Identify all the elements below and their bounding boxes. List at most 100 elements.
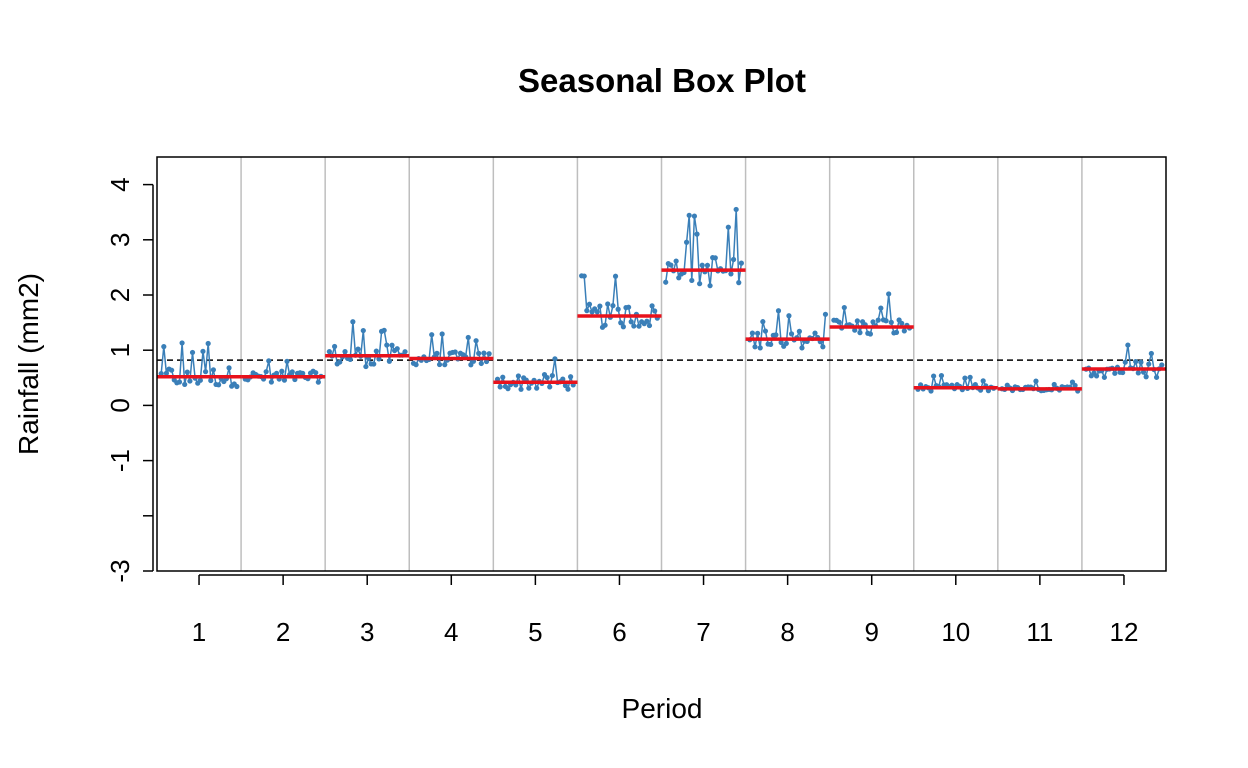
data-point <box>586 301 593 307</box>
data-point <box>274 370 280 376</box>
data-point <box>363 363 369 370</box>
data-point <box>663 279 669 285</box>
data-point <box>697 281 703 287</box>
x-tick-label: 9 <box>864 617 878 647</box>
data-point <box>169 367 175 373</box>
data-point <box>938 372 945 379</box>
data-point <box>636 323 642 329</box>
data-point <box>442 362 448 368</box>
data-point <box>694 231 700 237</box>
x-tick-label: 5 <box>528 617 542 647</box>
data-point <box>901 328 907 334</box>
data-point <box>605 301 611 307</box>
data-point <box>870 319 876 325</box>
data-point <box>518 386 524 392</box>
data-point <box>560 376 566 382</box>
data-point <box>281 377 288 383</box>
data-point <box>565 386 571 392</box>
data-point <box>625 304 632 310</box>
data-point <box>628 319 634 325</box>
data-point <box>505 386 511 392</box>
data-point <box>691 213 698 219</box>
data-point <box>783 340 789 347</box>
data-point <box>373 348 379 354</box>
data-point <box>888 319 894 325</box>
data-point <box>176 379 183 385</box>
data-point <box>725 224 731 230</box>
data-point <box>337 359 343 365</box>
data-point <box>429 332 435 338</box>
data-point <box>326 349 332 355</box>
x-tick-label: 3 <box>360 617 374 647</box>
data-point <box>486 351 492 357</box>
data-point <box>402 349 408 355</box>
data-point <box>610 303 616 309</box>
y-tick-label: 2 <box>105 288 135 302</box>
x-tick-label: 4 <box>444 617 458 647</box>
data-point <box>768 341 774 347</box>
data-point <box>931 373 937 379</box>
data-point <box>1101 374 1107 380</box>
data-point <box>962 375 968 381</box>
data-point <box>161 344 167 350</box>
data-point <box>342 349 348 355</box>
data-point <box>263 369 269 375</box>
period-means-group <box>157 268 1166 391</box>
data-point <box>179 340 185 346</box>
data-point <box>439 331 445 337</box>
data-point <box>1133 359 1139 365</box>
data-point <box>786 313 792 319</box>
data-point <box>313 370 319 376</box>
y-tick-label: 0 <box>105 398 135 412</box>
data-point <box>1146 361 1152 367</box>
data-point <box>413 362 419 368</box>
data-point <box>841 304 847 311</box>
data-point <box>730 256 737 263</box>
data-point <box>476 350 482 356</box>
x-tick-label: 7 <box>696 617 710 647</box>
data-point <box>158 371 164 377</box>
data-point <box>799 345 805 351</box>
data-point <box>967 374 973 380</box>
data-point <box>762 328 769 334</box>
data-point <box>652 308 658 314</box>
data-point <box>854 318 860 324</box>
data-point <box>733 206 739 213</box>
data-point <box>878 305 884 311</box>
data-point <box>683 239 690 245</box>
data-point <box>279 368 285 374</box>
data-point <box>584 308 590 314</box>
plot-frame <box>156 156 1167 572</box>
data-point <box>483 358 490 365</box>
y-axis-label: Rainfall (mm2) <box>13 273 44 455</box>
data-point <box>216 382 222 388</box>
data-point <box>481 350 487 356</box>
y-tick-label: -3 <box>105 559 135 582</box>
data-point <box>226 365 232 371</box>
data-point <box>384 342 390 348</box>
data-point <box>189 349 196 356</box>
data-point <box>857 330 863 336</box>
data-point <box>788 331 795 337</box>
data-point <box>644 318 650 324</box>
data-point <box>1153 374 1160 380</box>
data-point <box>796 328 802 334</box>
data-point <box>928 388 934 394</box>
data-point <box>202 369 209 375</box>
data-point <box>778 339 784 345</box>
data-point <box>284 358 290 364</box>
data-point <box>300 370 306 376</box>
data-point <box>544 374 550 381</box>
data-point <box>755 330 761 336</box>
data-point <box>1122 359 1128 365</box>
data-point <box>738 260 744 266</box>
x-tick-label: 1 <box>192 617 206 647</box>
data-point <box>1051 381 1057 388</box>
data-point <box>1033 378 1039 384</box>
data-point <box>552 356 558 362</box>
data-point <box>704 262 711 268</box>
data-point <box>893 329 900 335</box>
data-point <box>668 262 674 268</box>
data-point <box>562 382 568 389</box>
data-point <box>594 309 600 315</box>
